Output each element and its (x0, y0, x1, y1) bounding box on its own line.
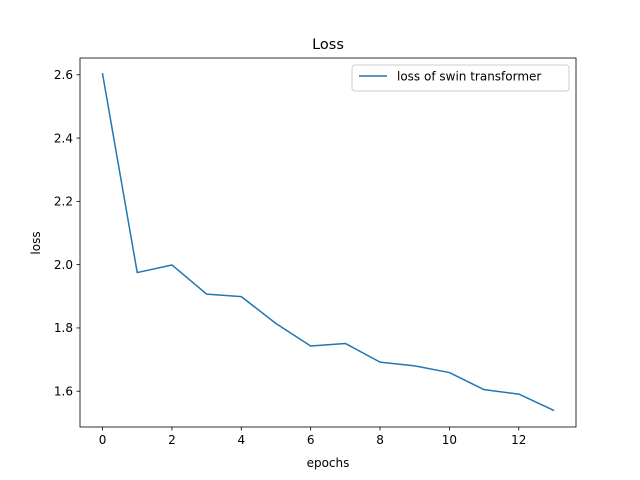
y-tick-label: 2.4 (54, 131, 73, 145)
y-tick-label: 2.6 (54, 68, 73, 82)
y-tick-label: 2.0 (54, 258, 73, 272)
x-axis-label: epochs (307, 456, 350, 470)
x-axis-ticks: 0 2 4 6 8 10 12 (99, 427, 526, 447)
x-tick-label: 4 (237, 433, 245, 447)
series-line-0 (101, 72, 555, 412)
plot-area (80, 58, 576, 427)
y-axis-label: loss (29, 231, 43, 254)
legend-label: loss of swin transformer (397, 70, 541, 84)
series-layer (101, 72, 555, 412)
y-tick-label: 1.6 (54, 385, 73, 399)
x-tick-label: 0 (99, 433, 107, 447)
chart-title: Loss (312, 37, 344, 53)
legend-box (351, 64, 570, 92)
x-tick-label: 10 (442, 433, 457, 447)
x-tick-label: 8 (376, 433, 384, 447)
legend: loss of swin transformer (351, 64, 570, 92)
y-tick-label: 2.2 (54, 195, 73, 209)
x-tick-label: 12 (511, 433, 526, 447)
plot-frame (79, 57, 577, 428)
y-axis-ticks: 1.6 1.8 2.0 2.2 2.4 2.6 (54, 68, 80, 399)
x-tick-label: 6 (307, 433, 315, 447)
x-tick-label: 2 (168, 433, 176, 447)
y-tick-label: 1.8 (54, 321, 73, 335)
